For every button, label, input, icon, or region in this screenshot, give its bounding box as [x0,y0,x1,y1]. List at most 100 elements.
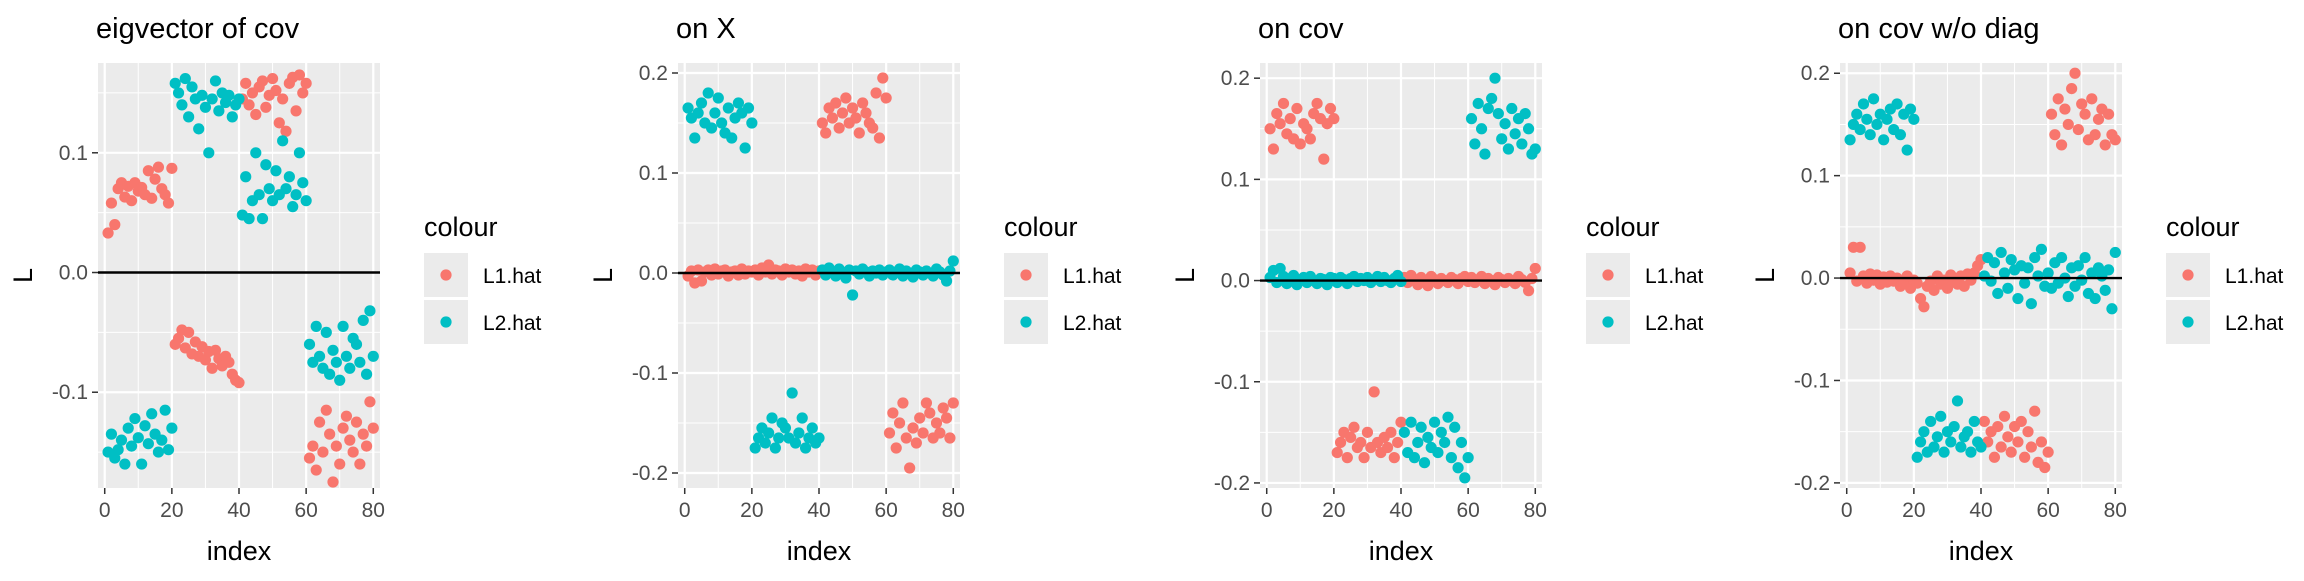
data-point-L2-hat [749,442,761,454]
data-point-L2-hat [105,428,118,440]
data-point-L1-hat [297,87,309,99]
data-point-L1-hat [324,428,336,440]
data-point-L2-hat [1894,129,1907,141]
data-point-L1-hat [846,102,859,114]
data-point-L1-hat [917,427,929,439]
data-point-L1-hat [327,476,339,488]
data-point-L2-hat [146,408,158,420]
data-point-L2-hat [2106,303,2118,315]
data-point-L2-hat [367,350,379,362]
data-point-L2-hat [1499,118,1511,130]
data-point-L2-hat [689,132,701,144]
data-point-L2-hat [1428,416,1441,428]
data-point-L1-hat [1854,241,1866,253]
data-point-L2-hat [1951,395,1964,407]
data-point-L1-hat [330,440,342,452]
data-point-L2-hat [1408,452,1421,464]
data-point-L1-hat [937,402,949,414]
data-point-L1-hat [2012,436,2024,448]
chart-title: on cov [1258,13,1344,45]
data-point-L1-hat [1995,441,2007,453]
y-tick-label: -0.2 [1214,472,1250,495]
data-point-L1-hat [867,122,879,134]
x-tick-label: 60 [2036,499,2059,522]
legend-label: L2.hat [483,312,542,335]
data-point-L1-hat [2086,93,2098,105]
data-point-L1-hat [152,161,165,173]
data-point-L1-hat [2005,446,2017,458]
data-point-L2-hat [293,147,306,159]
data-point-L2-hat [159,404,171,416]
x-axis-label: index [787,536,852,566]
data-point-L2-hat [2035,243,2048,255]
data-point-L2-hat [344,362,356,374]
data-point-L2-hat [209,75,222,87]
data-point-L1-hat [1324,102,1337,115]
data-point-L2-hat [1975,441,1987,453]
data-point-L2-hat [179,72,191,85]
data-point-L1-hat [873,132,886,144]
data-point-L1-hat [102,227,114,239]
data-point-L2-hat [1992,287,2004,300]
x-tick-label: 40 [1389,499,1412,522]
data-point-L2-hat [2062,290,2074,303]
data-point-L2-hat [1405,416,1417,428]
data-point-L2-hat [1878,134,1890,146]
data-point-L1-hat [250,108,262,121]
data-point-L1-hat [1978,415,1990,428]
data-point-L1-hat [1334,436,1347,449]
data-point-L1-hat [2025,441,2037,453]
data-point-L2-hat [132,432,144,444]
data-point-L2-hat [716,117,728,129]
data-point-L1-hat [836,107,849,119]
data-point-L2-hat [1435,426,1447,438]
legend-swatch [1020,269,1032,281]
data-point-L1-hat [907,422,919,434]
data-point-L2-hat [1861,113,1873,125]
data-point-L2-hat [1908,113,1920,125]
data-point-L2-hat [2099,284,2111,296]
data-point-L2-hat [947,255,959,267]
data-point-L1-hat [1355,436,1367,449]
data-point-L2-hat [766,412,778,424]
data-point-L1-hat [2022,426,2034,438]
y-tick-label: -0.2 [632,462,668,485]
data-point-L1-hat [277,93,289,105]
data-point-L2-hat [2072,260,2084,272]
data-point-L1-hat [2076,98,2088,110]
data-point-L2-hat [746,117,758,129]
data-point-L1-hat [1274,118,1286,130]
y-tick-label: -0.1 [52,381,88,404]
data-point-L1-hat [2062,118,2074,131]
data-point-L1-hat [146,192,158,204]
y-tick-label: 0.1 [1221,168,1250,191]
data-point-L1-hat [347,446,359,458]
data-point-L2-hat [709,107,721,119]
data-point-L1-hat [209,344,222,356]
data-point-L2-hat [846,289,859,301]
data-point-L1-hat [1918,301,1930,313]
data-point-L1-hat [897,397,909,409]
data-point-L1-hat [860,107,872,119]
data-point-L1-hat [857,97,869,109]
data-point-L2-hat [226,111,238,123]
legend-label: L1.hat [1063,265,1122,288]
data-point-L1-hat [893,417,906,429]
data-point-L2-hat [1475,123,1488,135]
data-point-L2-hat [142,438,154,450]
data-point-L1-hat [1992,420,2004,433]
data-point-L1-hat [310,464,322,476]
y-tick-label: 0.0 [639,262,668,285]
data-point-L1-hat [2045,108,2058,120]
data-point-L2-hat [172,87,185,99]
data-point-L1-hat [2052,93,2064,105]
data-point-L2-hat [334,374,346,386]
data-point-L1-hat [840,92,852,104]
data-point-L2-hat [1439,436,1451,449]
legend-swatch [440,316,452,328]
data-point-L1-hat [1304,133,1316,145]
data-point-L2-hat [759,437,771,449]
y-tick-label: -0.2 [1794,472,1830,495]
data-point-L2-hat [806,422,818,434]
x-tick-label: 20 [1902,499,1925,522]
